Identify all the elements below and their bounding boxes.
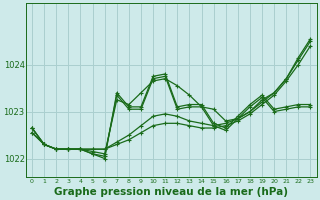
X-axis label: Graphe pression niveau de la mer (hPa): Graphe pression niveau de la mer (hPa) <box>54 187 288 197</box>
